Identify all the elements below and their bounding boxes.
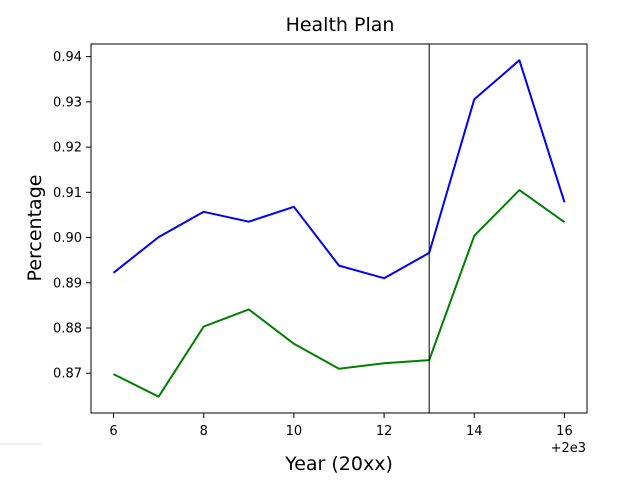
plot-area: 6 8 10 12 14 16 0.87 0.88 0.89 0.90 0.91 0.92 0.93 0.… — [53, 43, 588, 439]
series-line-1 — [113, 189, 566, 398]
y-tick-label: 0.88 — [53, 321, 82, 336]
x-tick-label: 6 — [109, 424, 117, 439]
y-tick-label: 0.93 — [53, 95, 82, 110]
x-tick-label: 12 — [376, 424, 393, 439]
y-tick-label: 0.89 — [53, 276, 82, 291]
x-tick-label: 14 — [466, 424, 483, 439]
y-axis-label: Percentage — [24, 175, 46, 282]
y-tick-label: 0.91 — [53, 186, 82, 201]
x-tick-label: 10 — [286, 424, 303, 439]
x-axis-offset-label: +2e3 — [551, 441, 586, 456]
y-tick-label: 0.92 — [53, 141, 82, 156]
plot-frame — [90, 43, 588, 414]
x-axis-label: Year (20xx) — [284, 453, 393, 475]
y-tick-label: 0.90 — [53, 231, 82, 246]
y-tick-label: 0.87 — [53, 367, 82, 382]
x-tick-label: 16 — [556, 424, 573, 439]
chart-title: Health Plan — [286, 14, 395, 36]
x-tick-label: 8 — [200, 424, 208, 439]
y-tick-label: 0.94 — [53, 50, 82, 65]
series-line-0 — [112, 59, 566, 280]
